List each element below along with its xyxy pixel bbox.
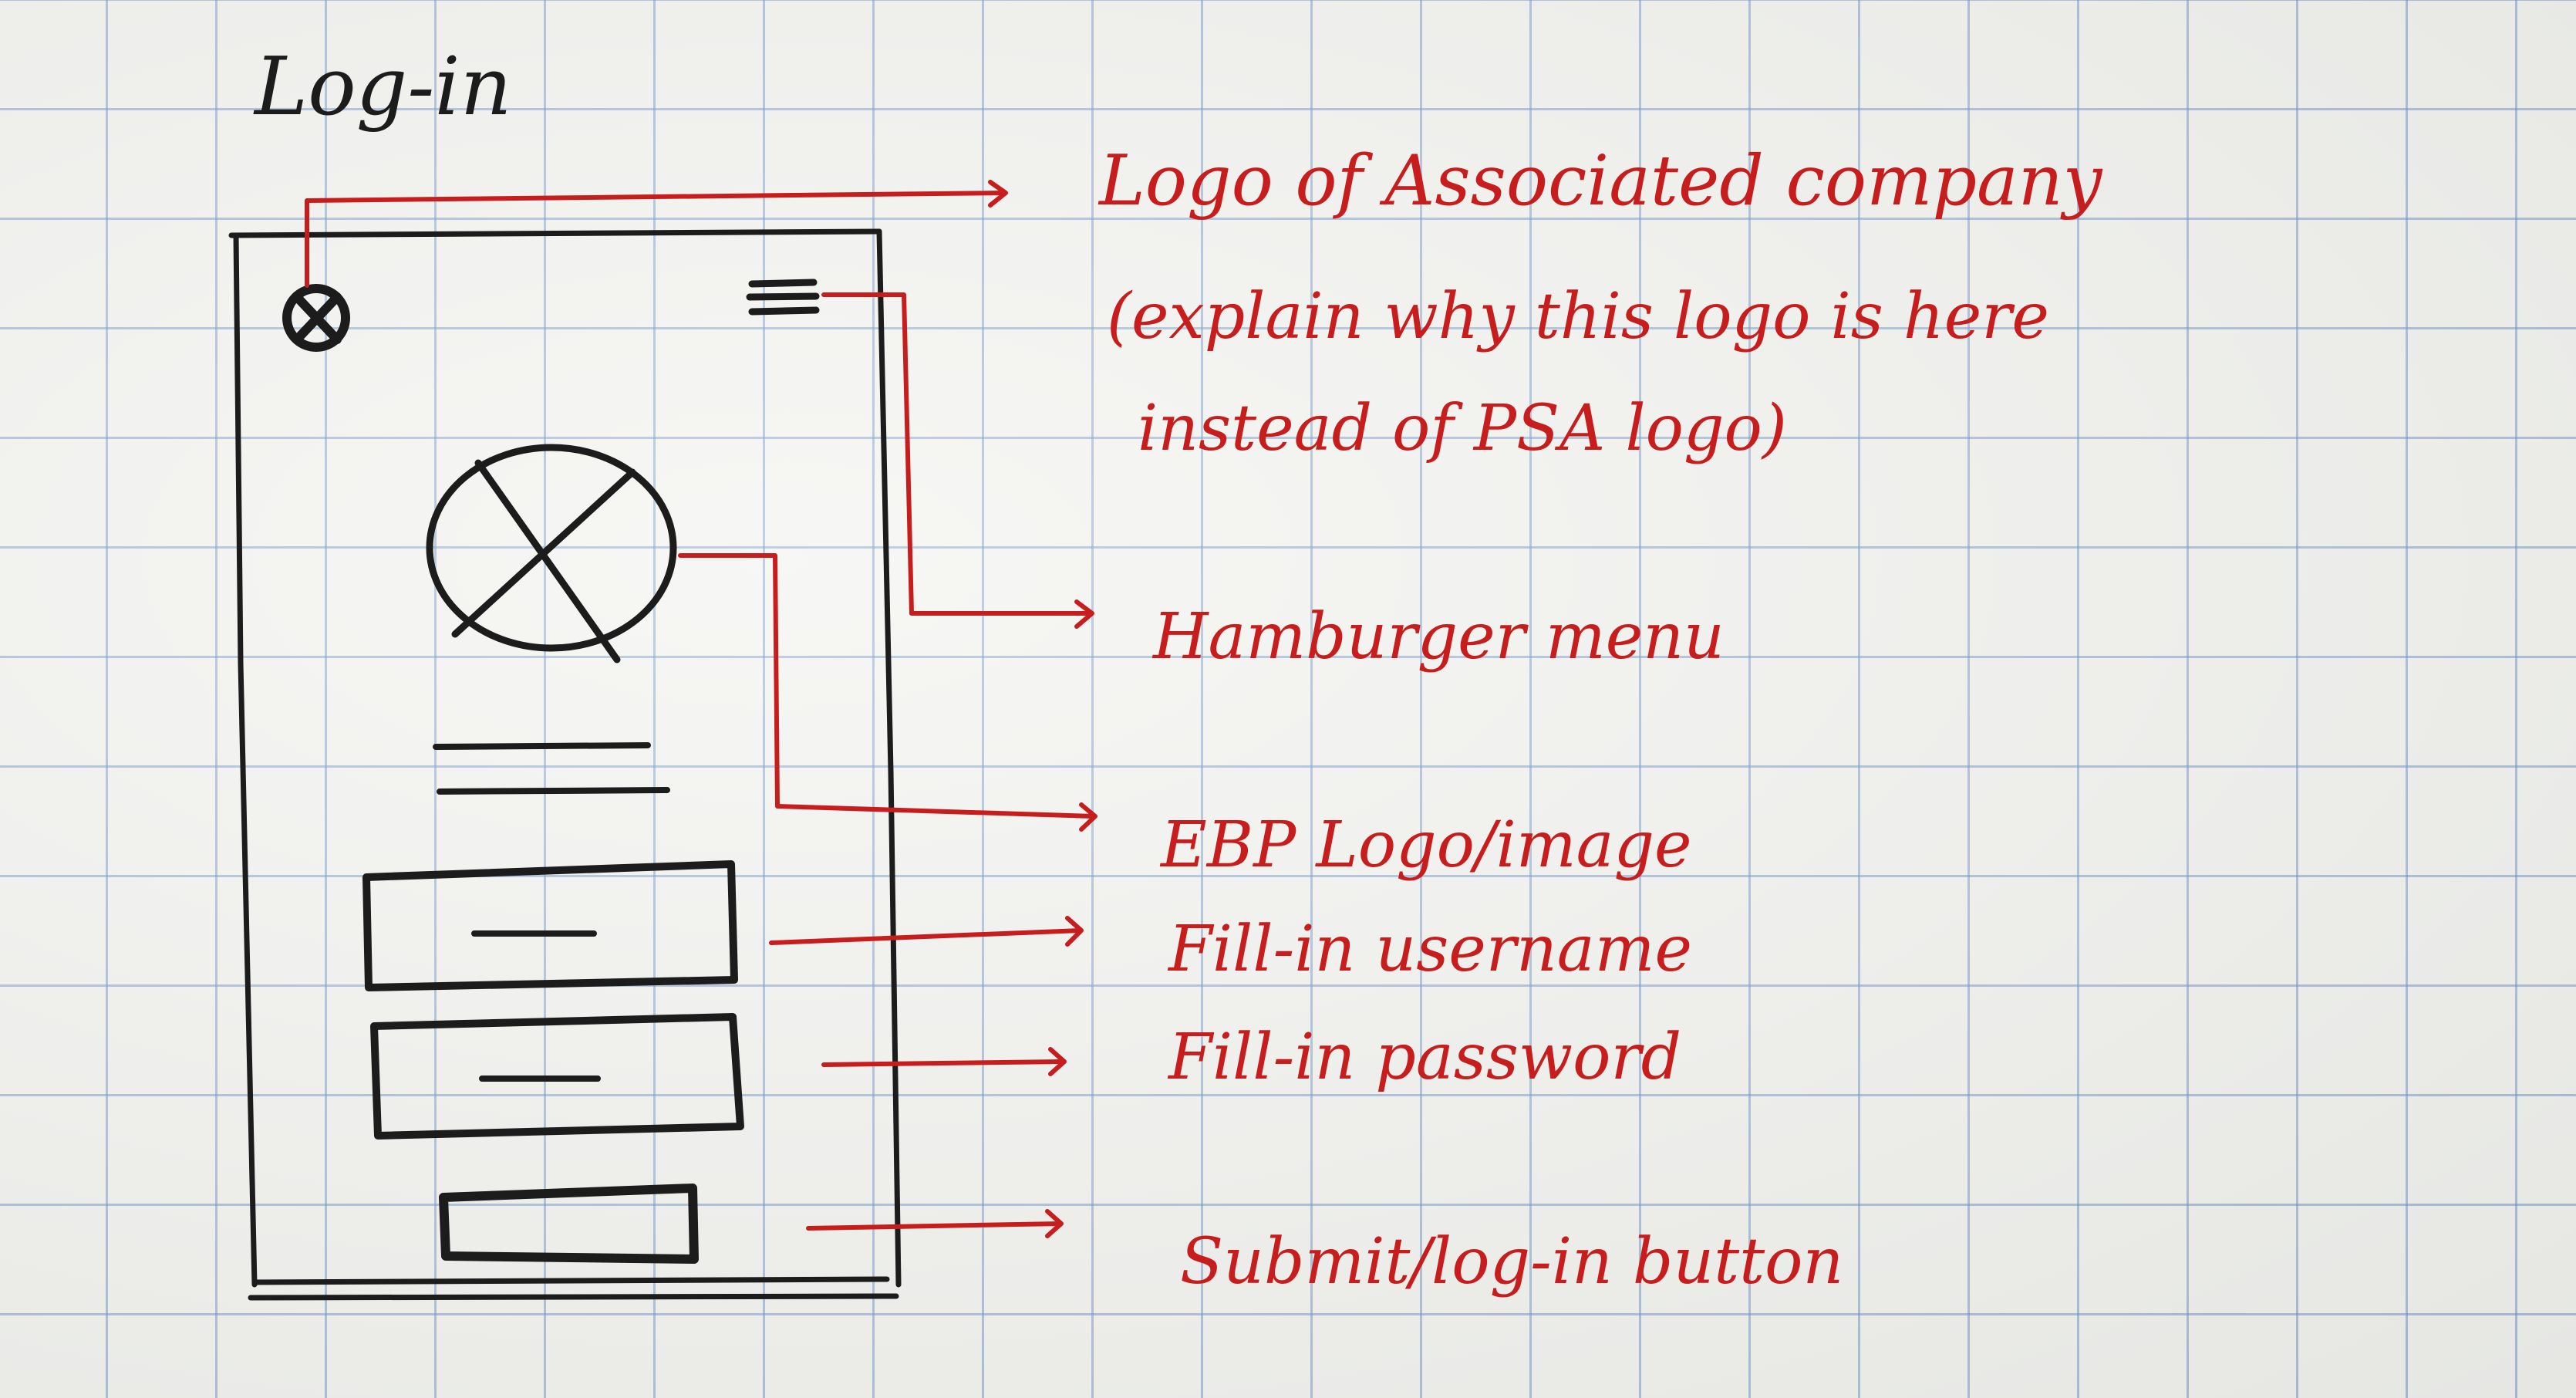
annotation-username: Fill-in username <box>1168 913 1692 986</box>
annotation-ebp-logo: EBP Logo/image <box>1161 809 1692 882</box>
annotation-associated-logo-line3: instead of PSA logo) <box>1138 392 1787 465</box>
phone-frame <box>228 228 902 1301</box>
page-title: Log-in <box>255 39 512 133</box>
password-field-sketch <box>370 1013 744 1140</box>
heading-lines <box>433 742 670 795</box>
associated-logo-icon <box>282 284 350 352</box>
annotation-associated-logo-line1: Logo of Associated company <box>1099 140 2102 221</box>
hamburger-menu-icon <box>746 279 820 316</box>
username-field-sketch <box>362 860 738 991</box>
annotation-password: Fill-in password <box>1168 1021 1682 1094</box>
annotation-associated-logo-line2: (explain why this logo is here <box>1107 280 2049 353</box>
ebp-logo-icon <box>426 444 677 664</box>
annotation-hamburger-menu: Hamburger menu <box>1153 600 1725 674</box>
submit-button-sketch <box>439 1184 699 1264</box>
annotation-submit: Submit/log-in button <box>1180 1225 1844 1298</box>
annotation-connectors <box>305 180 1097 1238</box>
